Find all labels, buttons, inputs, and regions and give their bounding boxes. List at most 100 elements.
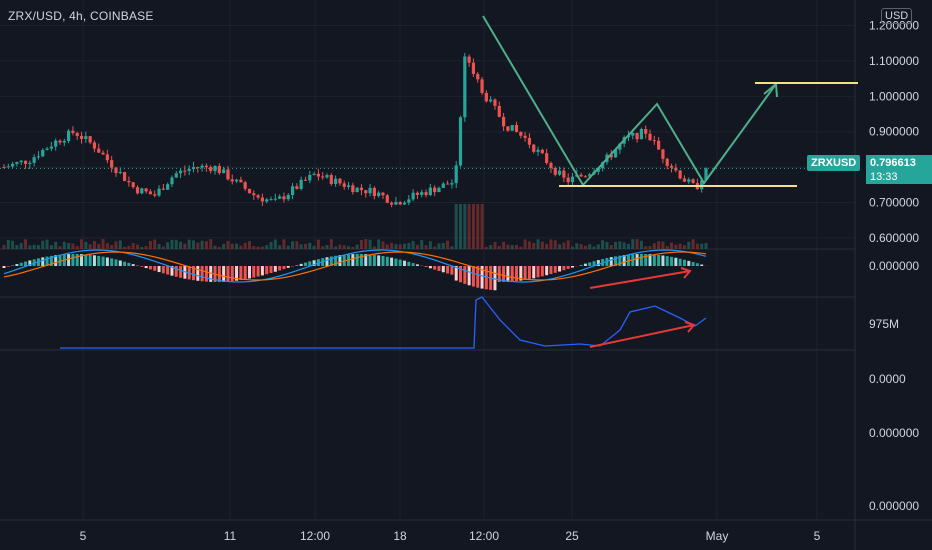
macd-histogram-bar bbox=[58, 254, 62, 266]
volume-bar bbox=[652, 243, 656, 249]
candle-body bbox=[58, 140, 62, 143]
symbol-title: ZRX/USD, 4h, COINBASE bbox=[8, 9, 154, 23]
candle-body bbox=[372, 187, 376, 197]
macd-histogram-bar bbox=[105, 257, 109, 266]
candle-body bbox=[601, 162, 605, 169]
price-tick-label: 0.700000 bbox=[869, 196, 919, 210]
volume-bar bbox=[286, 245, 290, 249]
candle-body bbox=[493, 99, 497, 106]
volume-bar bbox=[247, 241, 251, 249]
macd-histogram-bar bbox=[256, 266, 260, 277]
macd-histogram-bar bbox=[510, 266, 514, 282]
macd-histogram-bar bbox=[562, 266, 566, 271]
candle-body bbox=[613, 149, 618, 158]
candle-body bbox=[131, 182, 135, 188]
time-tick-label: 11 bbox=[224, 529, 237, 543]
candle-body bbox=[385, 195, 389, 203]
candle-body bbox=[682, 178, 687, 182]
candle-body bbox=[669, 165, 674, 168]
candle-body bbox=[652, 140, 656, 142]
candle-body bbox=[631, 133, 635, 136]
candle-body bbox=[213, 166, 217, 172]
volume-bar bbox=[235, 243, 239, 249]
price-tick-label: 1.100000 bbox=[869, 54, 919, 68]
volume-bar bbox=[45, 239, 49, 249]
macd-histogram-bar bbox=[303, 262, 307, 266]
macd-arrowhead bbox=[680, 267, 692, 279]
candle-body bbox=[28, 162, 32, 164]
price-tick-label: 0.600000 bbox=[869, 231, 919, 245]
candle-body bbox=[346, 185, 351, 187]
volume-bar bbox=[381, 241, 385, 249]
macd-histogram-bar bbox=[11, 265, 15, 266]
time-tick-label: 25 bbox=[565, 529, 579, 543]
macd-histogram-bar bbox=[674, 257, 678, 266]
volume-bar bbox=[222, 243, 226, 249]
candle-body bbox=[368, 187, 372, 194]
volume-bar bbox=[678, 243, 682, 249]
volume-bar bbox=[291, 241, 295, 249]
macd-histogram-bar bbox=[157, 266, 161, 273]
candle-body bbox=[618, 143, 622, 150]
macd-histogram-bar bbox=[75, 254, 79, 266]
volume-bar bbox=[605, 241, 609, 249]
macd-histogram-bar bbox=[334, 255, 338, 266]
price-tick-label: 0.900000 bbox=[869, 125, 919, 139]
macd-histogram-bar bbox=[114, 259, 118, 266]
candle-body bbox=[700, 180, 704, 190]
volume-bar bbox=[390, 242, 394, 249]
candle-body bbox=[6, 166, 10, 168]
price-axis: 1.2000001.1000001.0000000.9000000.800000… bbox=[869, 19, 919, 513]
volume-bar bbox=[278, 245, 282, 249]
candle-body bbox=[458, 117, 463, 166]
macd-histogram-bar bbox=[506, 266, 510, 282]
candle-body bbox=[135, 187, 140, 194]
candle-body bbox=[454, 165, 458, 184]
macd-histogram-bar bbox=[644, 254, 648, 266]
candle-body bbox=[209, 167, 213, 172]
volume-bar bbox=[631, 239, 635, 249]
macd-histogram-bar bbox=[459, 266, 463, 283]
macd-histogram-bar bbox=[269, 266, 273, 274]
candle-body bbox=[334, 178, 338, 184]
volume-bar bbox=[6, 239, 10, 249]
candle-body bbox=[338, 178, 342, 184]
volume-bar bbox=[510, 245, 514, 249]
volume-bar bbox=[527, 241, 531, 249]
volume-bar bbox=[364, 239, 368, 249]
macd-histogram-bar bbox=[273, 266, 277, 272]
macd-histogram-bar bbox=[325, 257, 329, 266]
candle-body bbox=[36, 156, 41, 158]
candle-body bbox=[441, 183, 445, 188]
macd-histogram-bar bbox=[32, 259, 36, 266]
volume-bar bbox=[657, 241, 661, 249]
macd-histogram-bar bbox=[179, 266, 183, 278]
candle-body bbox=[480, 79, 484, 93]
macd-histogram-bar bbox=[618, 255, 622, 266]
volume-bar bbox=[372, 246, 376, 249]
candle-body bbox=[402, 202, 407, 205]
candle-body bbox=[19, 160, 23, 163]
volume-bar bbox=[260, 246, 264, 249]
macd-histogram-bar bbox=[398, 259, 402, 266]
obv-divergence-arrow bbox=[589, 324, 695, 348]
volume-bar bbox=[639, 240, 643, 249]
macd-histogram-bar bbox=[622, 255, 626, 266]
candle-body bbox=[282, 196, 286, 200]
candle-body bbox=[437, 187, 441, 193]
currency-badge[interactable]: USD bbox=[881, 8, 913, 24]
time-tick-label: 12:00 bbox=[469, 529, 499, 543]
volume-bar bbox=[575, 243, 579, 249]
candle-body bbox=[312, 173, 316, 175]
volume-bar bbox=[312, 245, 316, 249]
candle-body bbox=[433, 187, 437, 193]
candle-body bbox=[553, 167, 557, 175]
macd-axis-label: 0.000000 bbox=[869, 259, 919, 273]
volume-bar bbox=[166, 242, 170, 249]
macd-histogram-bar bbox=[209, 266, 213, 282]
volume-bar bbox=[583, 245, 587, 249]
candle-body bbox=[200, 165, 204, 168]
macd-histogram-bar bbox=[239, 266, 243, 281]
macd-histogram-bar bbox=[235, 266, 239, 281]
